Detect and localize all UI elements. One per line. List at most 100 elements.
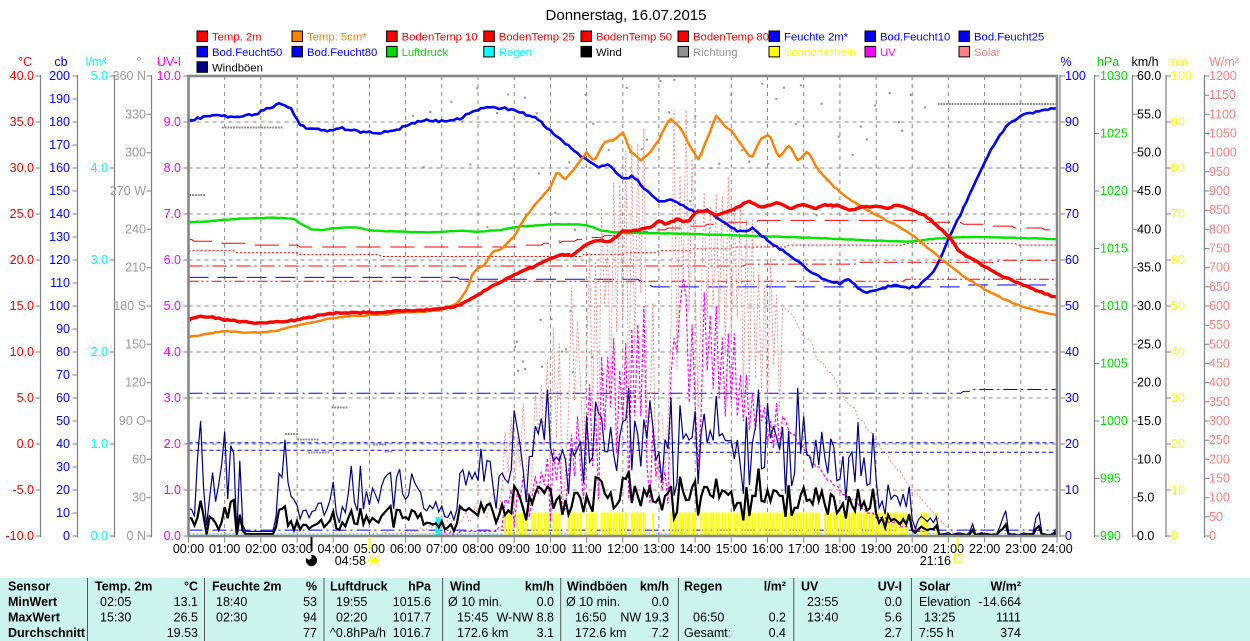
svg-text:Sensor: Sensor [8, 580, 51, 594]
svg-text:30: 30 [132, 491, 146, 505]
svg-text:30.0: 30.0 [10, 161, 34, 175]
svg-text:20.0: 20.0 [10, 253, 34, 267]
svg-text:02:30: 02:30 [216, 611, 247, 625]
svg-text:21:16: 21:16 [920, 554, 951, 568]
svg-text:140: 140 [49, 207, 70, 221]
svg-text:22:00: 22:00 [969, 542, 1000, 556]
svg-text:20.0: 20.0 [1137, 376, 1161, 390]
svg-text:5.6: 5.6 [885, 611, 902, 625]
svg-text:W-NW 8.8: W-NW 8.8 [497, 611, 554, 625]
svg-text:7.2: 7.2 [652, 626, 669, 640]
svg-text:hPa: hPa [408, 580, 432, 594]
svg-text:1010: 1010 [1100, 299, 1128, 313]
svg-text:90: 90 [1171, 115, 1185, 129]
svg-text:600: 600 [1209, 299, 1230, 313]
svg-text:15:45: 15:45 [457, 611, 488, 625]
svg-text:Ø 10 min.: Ø 10 min. [566, 595, 620, 609]
svg-text:500: 500 [1209, 337, 1230, 351]
svg-text:km/h: km/h [640, 580, 669, 594]
svg-text:0: 0 [1065, 529, 1072, 543]
svg-text:14:00: 14:00 [679, 542, 710, 556]
svg-text:Windböen: Windböen [567, 580, 627, 594]
svg-text:06:00: 06:00 [390, 542, 421, 556]
svg-text:23:00: 23:00 [1005, 542, 1036, 556]
svg-text:Feuchte 2m: Feuchte 2m [212, 580, 281, 594]
svg-text:-14.664: -14.664 [979, 595, 1021, 609]
svg-text:l/m²: l/m² [764, 580, 786, 594]
svg-text:4.0: 4.0 [164, 345, 181, 359]
svg-text:15:30: 15:30 [100, 611, 131, 625]
svg-text:13:40: 13:40 [807, 611, 838, 625]
svg-text:°C: °C [18, 55, 32, 69]
svg-text:94: 94 [303, 611, 317, 625]
svg-text:30: 30 [56, 460, 70, 474]
svg-text:53: 53 [303, 595, 317, 609]
svg-text:0.0: 0.0 [885, 595, 902, 609]
svg-text:16:00: 16:00 [752, 542, 783, 556]
svg-text:Durchschnitt: Durchschnitt [8, 626, 86, 640]
svg-text:150: 150 [49, 184, 70, 198]
svg-text:Gesamt:: Gesamt: [684, 626, 731, 640]
svg-text:Bod.Feucht50: Bod.Feucht50 [212, 47, 282, 59]
svg-text:km/h: km/h [1131, 55, 1158, 69]
svg-text:UV: UV [880, 47, 896, 59]
svg-text:UV: UV [801, 580, 819, 594]
svg-text:160: 160 [49, 161, 70, 175]
svg-text:3.1: 3.1 [537, 626, 554, 640]
svg-text:90 O: 90 O [119, 414, 146, 428]
svg-text:120: 120 [125, 376, 146, 390]
svg-text:6.0: 6.0 [164, 253, 181, 267]
svg-text:06:50: 06:50 [693, 611, 724, 625]
svg-text:60: 60 [132, 452, 146, 466]
svg-text:W/m²: W/m² [1209, 55, 1239, 69]
svg-text:0.0: 0.0 [1137, 529, 1154, 543]
svg-text:18:00: 18:00 [824, 542, 855, 556]
svg-text:3.0: 3.0 [91, 253, 108, 267]
svg-text:21:00: 21:00 [933, 542, 964, 556]
svg-text:Richtung: Richtung [693, 47, 738, 59]
svg-text:1.0: 1.0 [91, 437, 108, 451]
svg-text:80: 80 [1171, 161, 1185, 175]
svg-text:02:05: 02:05 [100, 595, 131, 609]
svg-text:Feuchte 2m*: Feuchte 2m* [784, 32, 849, 44]
svg-text:MinWert: MinWert [8, 595, 58, 609]
svg-text:10: 10 [1171, 483, 1185, 497]
svg-text:172.6 km: 172.6 km [575, 626, 626, 640]
svg-text:^0.8hPa/h: ^0.8hPa/h [330, 626, 386, 640]
svg-text:Solar: Solar [974, 47, 1001, 59]
svg-text:8.0: 8.0 [164, 161, 181, 175]
svg-text:0.0: 0.0 [537, 595, 554, 609]
svg-text:02:00: 02:00 [245, 542, 276, 556]
svg-text:80: 80 [1065, 161, 1079, 175]
svg-text:09:00: 09:00 [499, 542, 530, 556]
svg-text:300: 300 [1209, 414, 1230, 428]
svg-text:40: 40 [1171, 345, 1185, 359]
svg-text:110: 110 [50, 276, 70, 290]
svg-text:Bod.Feucht25: Bod.Feucht25 [974, 32, 1044, 44]
svg-text:BodenTemp 10: BodenTemp 10 [402, 32, 478, 44]
svg-text:40.0: 40.0 [10, 69, 34, 83]
svg-text:Temp. 2m: Temp. 2m [212, 32, 262, 44]
svg-text:1020: 1020 [1100, 184, 1128, 198]
svg-text:50: 50 [1209, 510, 1223, 524]
svg-text:UV-I: UV-I [878, 580, 902, 594]
svg-text:330: 330 [125, 107, 146, 121]
svg-text:Donnerstag, 16.07.2015: Donnerstag, 16.07.2015 [546, 7, 707, 24]
svg-text:750: 750 [1209, 242, 1230, 256]
svg-text:90: 90 [1065, 115, 1079, 129]
svg-text:950: 950 [1209, 165, 1230, 179]
svg-text:4.0: 4.0 [91, 161, 108, 175]
svg-text:9.0: 9.0 [164, 115, 181, 129]
svg-text:20: 20 [1065, 437, 1079, 451]
svg-text:70: 70 [56, 368, 70, 382]
svg-text:UV-I: UV-I [157, 55, 181, 69]
svg-text:60: 60 [56, 391, 70, 405]
svg-text:250: 250 [1209, 433, 1230, 447]
svg-text:Regen: Regen [684, 580, 722, 594]
svg-text:Regen: Regen [499, 47, 532, 59]
svg-text:77: 77 [303, 626, 317, 640]
svg-text:min: min [1168, 55, 1188, 69]
svg-text:Wind: Wind [450, 580, 480, 594]
svg-text:17:00: 17:00 [788, 542, 819, 556]
svg-text:0.4: 0.4 [769, 626, 786, 640]
